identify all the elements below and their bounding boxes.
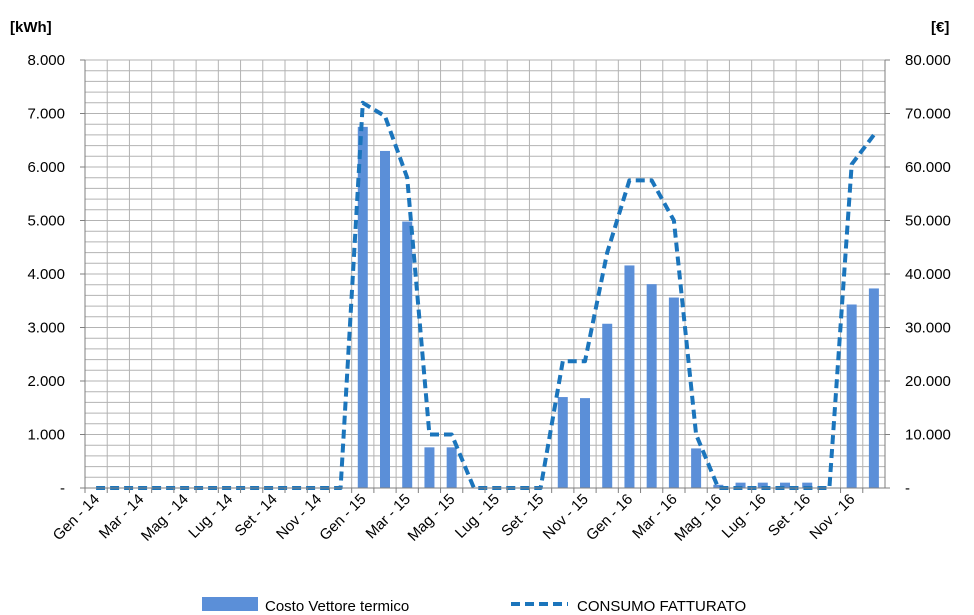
bar bbox=[780, 482, 790, 488]
legend-swatch-costo-vettore-termico bbox=[202, 597, 258, 611]
x-tick-label: Lug - 16 bbox=[719, 491, 770, 542]
bar bbox=[735, 482, 746, 488]
legend: Costo Vettore termico CONSUMO FATTURATO bbox=[202, 597, 746, 615]
x-tick-label: Mag - 16 bbox=[671, 491, 725, 545]
right-tick-label: 10.000 bbox=[905, 427, 951, 444]
bar-series bbox=[357, 126, 879, 488]
left-tick-label: 7.000 bbox=[27, 106, 65, 123]
x-tick-label: Lug - 15 bbox=[452, 491, 503, 542]
right-tick-label: 80.000 bbox=[905, 52, 951, 69]
left-axis-unit: [kWh] bbox=[10, 19, 52, 36]
bar bbox=[846, 304, 857, 488]
bar bbox=[424, 447, 435, 488]
right-tick-label: - bbox=[905, 480, 910, 497]
left-tick-label: 5.000 bbox=[27, 213, 65, 230]
bar bbox=[646, 284, 657, 488]
bar bbox=[868, 288, 879, 488]
bar bbox=[380, 150, 390, 488]
bar bbox=[580, 398, 590, 488]
right-axis-tick-labels: - 10.000 20.000 30.000 40.000 50.000 60.000 70.… bbox=[885, 52, 951, 497]
x-tick-label: Gen - 16 bbox=[583, 491, 636, 544]
bar bbox=[402, 221, 413, 488]
bar bbox=[668, 297, 679, 488]
x-tick-label: Nov - 16 bbox=[806, 491, 858, 543]
left-tick-label: 3.000 bbox=[27, 320, 65, 337]
gridlines bbox=[84, 59, 886, 489]
legend-label-costo-vettore-termico: Costo Vettore termico bbox=[265, 598, 409, 615]
bar bbox=[713, 484, 724, 488]
bar bbox=[802, 482, 813, 488]
bar bbox=[602, 323, 613, 488]
x-tick-label: Mag - 15 bbox=[405, 491, 459, 545]
x-tick-label: Nov - 14 bbox=[273, 491, 325, 543]
x-tick-label: Gen - 14 bbox=[50, 491, 103, 544]
right-tick-label: 20.000 bbox=[905, 373, 951, 390]
left-tick-label: 2.000 bbox=[27, 373, 65, 390]
x-tick-label: Nov - 15 bbox=[540, 491, 592, 543]
legend-label-consumo-fatturato: CONSUMO FATTURATO bbox=[577, 598, 746, 615]
x-tick-label: Set - 15 bbox=[498, 491, 547, 540]
bar bbox=[357, 126, 368, 488]
x-tick-label: Mag - 14 bbox=[138, 491, 192, 545]
right-tick-label: 70.000 bbox=[905, 106, 951, 123]
left-tick-label: 4.000 bbox=[27, 266, 65, 283]
right-tick-label: 30.000 bbox=[905, 320, 951, 337]
bar bbox=[757, 482, 768, 488]
left-tick-label: 6.000 bbox=[27, 159, 65, 176]
left-tick-label: 1.000 bbox=[27, 427, 65, 444]
x-tick-label: Gen - 15 bbox=[316, 491, 369, 544]
bar bbox=[557, 397, 568, 488]
bar bbox=[446, 447, 457, 488]
bar bbox=[691, 448, 702, 488]
right-tick-label: 60.000 bbox=[905, 159, 951, 176]
left-tick-label: - bbox=[60, 480, 65, 497]
bar bbox=[624, 265, 635, 488]
left-axis-tick-labels: - 1.000 2.000 3.000 4.000 5.000 6.000 7.000 8.00… bbox=[27, 52, 85, 497]
right-tick-label: 50.000 bbox=[905, 213, 951, 230]
x-tick-label: Lug - 14 bbox=[185, 491, 236, 542]
right-tick-label: 40.000 bbox=[905, 266, 951, 283]
left-tick-label: 8.000 bbox=[27, 52, 65, 69]
right-axis-unit: [€] bbox=[931, 19, 949, 36]
